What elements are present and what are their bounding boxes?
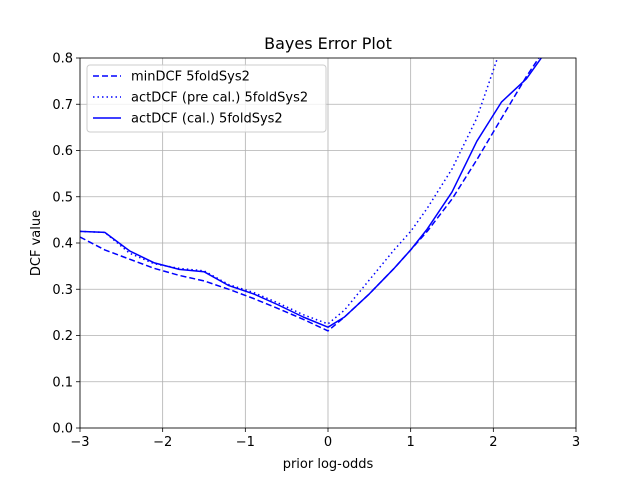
legend-label: actDCF (cal.) 5foldSys2 — [131, 112, 283, 127]
y-tick-label: 0.6 — [52, 144, 73, 159]
y-tick-label: 0.4 — [52, 237, 73, 252]
y-axis-label: DCF value — [29, 210, 44, 276]
y-tick-label: 0.1 — [52, 375, 73, 390]
series-lines — [80, 58, 543, 332]
x-tick-label: 1 — [407, 435, 415, 450]
series-line-dashed — [80, 58, 540, 332]
legend-label: actDCF (pre cal.) 5foldSys2 — [131, 91, 308, 106]
y-tick-label: 0.2 — [52, 329, 73, 344]
x-axis-label: prior log-odds — [283, 457, 374, 472]
series-line-dotted — [80, 58, 499, 325]
chart-title: Bayes Error Plot — [264, 34, 392, 53]
ticks: −3 −2 −1 0 1 2 3 0.0 0.1 0.2 0.3 0.4 0.5 0.6 0.7 0.8 — [52, 52, 580, 451]
x-tick-label: 3 — [572, 435, 580, 450]
legend: minDCF 5foldSys2 actDCF (pre cal.) 5foldS… — [86, 64, 327, 133]
series-line-solid — [80, 58, 543, 328]
y-tick-label: 0.8 — [52, 52, 73, 67]
x-tick-label: −2 — [153, 435, 172, 450]
y-tick-label: 0.3 — [52, 283, 73, 298]
y-tick-label: 0.5 — [52, 190, 73, 205]
x-tick-label: −3 — [70, 435, 89, 450]
x-tick-label: −1 — [236, 435, 255, 450]
y-tick-label: 0.7 — [52, 98, 73, 113]
x-tick-label: 2 — [489, 435, 497, 450]
legend-label: minDCF 5foldSys2 — [131, 70, 250, 85]
legend-frame — [86, 64, 327, 133]
y-tick-label: 0.0 — [52, 422, 73, 437]
x-tick-label: 0 — [324, 435, 332, 450]
